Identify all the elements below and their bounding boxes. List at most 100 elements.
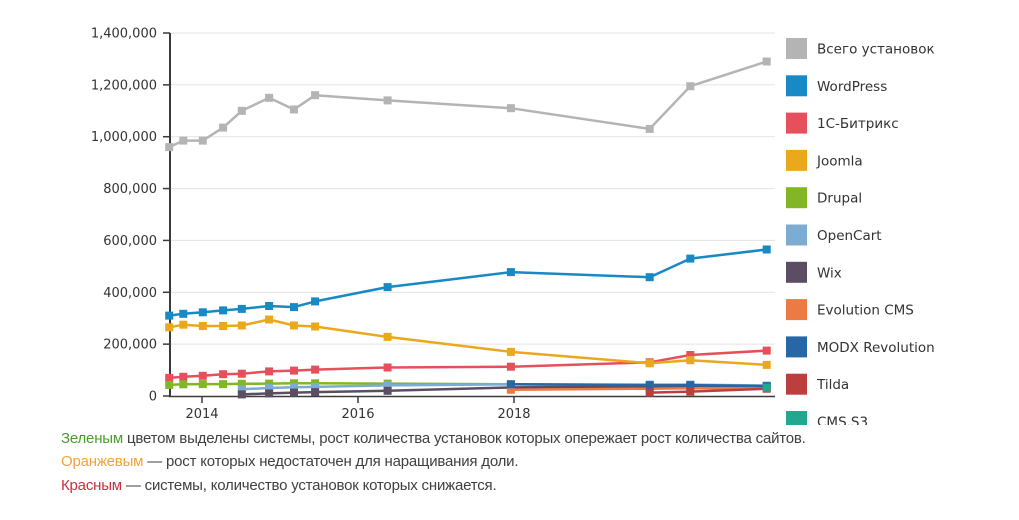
- note-line-green: Зеленым цветом выделены системы, рост ко…: [61, 427, 961, 450]
- data-point-marker: [506, 104, 515, 113]
- x-tick-label: 2016: [341, 407, 374, 422]
- data-point-marker: [383, 96, 392, 105]
- data-point-marker: [179, 320, 188, 329]
- data-point-marker: [762, 245, 771, 254]
- legend-item-joomla[interactable]: Joomla: [786, 149, 863, 171]
- data-point-marker: [219, 322, 228, 330]
- note-line-orange: Оранжевым — рост которых недостаточен дл…: [61, 450, 961, 473]
- data-point-marker: [179, 309, 188, 318]
- data-point-marker: [290, 388, 298, 397]
- legend-label-modx-revolution: MODX Revolution: [817, 340, 935, 356]
- series-всего-установок: [165, 57, 771, 152]
- series-line-modx-revolution: [510, 383, 767, 388]
- data-point-marker: [165, 311, 174, 320]
- note-highlight-green: Зеленым: [61, 430, 123, 447]
- note-text-red: — системы, количество установок которых …: [121, 476, 497, 494]
- note-text-orange: — рост которых недостаточен для наращива…: [143, 453, 519, 471]
- data-point-marker: [762, 346, 771, 355]
- legend-label-cms-s3: CMS.S3: [817, 415, 868, 426]
- y-tick-label: 400,000: [103, 286, 157, 301]
- legend-item-evolution-cms[interactable]: Evolution CMS: [786, 299, 914, 321]
- y-tick-label: 200,000: [103, 338, 157, 353]
- legend-swatch-wordpress: [786, 75, 807, 97]
- data-point-marker: [237, 106, 246, 115]
- data-point-marker: [237, 385, 246, 394]
- legend-item-opencart[interactable]: OpenCart: [786, 224, 882, 246]
- data-point-marker: [165, 380, 174, 389]
- data-point-marker: [198, 371, 207, 380]
- legend-swatch-1с-битрикс: [786, 112, 807, 134]
- data-point-marker: [265, 315, 274, 324]
- legend-item-wix[interactable]: Wix: [786, 261, 842, 283]
- data-point-marker: [506, 380, 515, 389]
- data-point-marker: [198, 308, 207, 317]
- data-point-marker: [198, 136, 207, 145]
- legend-swatch-всего-установок: [786, 38, 807, 59]
- series-joomla: [165, 315, 771, 369]
- data-point-marker: [237, 369, 246, 378]
- legend-item-tilda[interactable]: Tilda: [786, 373, 849, 395]
- legend-item-drupal[interactable]: Drupal: [786, 187, 862, 209]
- data-point-marker: [179, 372, 188, 381]
- series-line-wordpress: [169, 248, 767, 317]
- y-tick-label: 1,000,000: [91, 130, 157, 145]
- legend-label-opencart: OpenCart: [817, 228, 882, 244]
- data-point-marker: [265, 384, 274, 392]
- data-point-marker: [165, 323, 174, 332]
- data-point-marker: [506, 347, 515, 356]
- legend-item-1с-битрикс[interactable]: 1С-Битрикс: [786, 112, 899, 134]
- legend-swatch-modx-revolution: [786, 336, 807, 358]
- legend-label-drupal: Drupal: [817, 191, 862, 207]
- data-point-marker: [645, 124, 654, 133]
- y-tick-label: 600,000: [103, 234, 157, 249]
- data-point-marker: [311, 91, 320, 100]
- y-tick-label: 1,400,000: [91, 27, 157, 42]
- y-tick-label: 1,200,000: [91, 78, 157, 93]
- data-point-marker: [237, 390, 246, 399]
- legend-swatch-drupal: [786, 187, 807, 209]
- legend-item-cms-s3[interactable]: CMS.S3: [786, 411, 868, 425]
- legend-label-evolution-cms: Evolution CMS: [817, 303, 914, 319]
- data-point-marker: [762, 57, 771, 66]
- data-point-marker: [265, 389, 274, 398]
- legend-item-modx-revolution[interactable]: MODX Revolution: [786, 336, 935, 358]
- note-highlight-orange: Оранжевым: [61, 453, 144, 471]
- legend-label-1с-битрикс: 1С-Битрикс: [817, 116, 899, 132]
- data-point-marker: [645, 359, 654, 368]
- data-point-marker: [265, 93, 274, 102]
- data-point-marker: [290, 105, 298, 114]
- legend-swatch-opencart: [786, 224, 807, 246]
- chart: 0 200,000 400,000 600,000 800,000 1,000,000 1,…: [91, 27, 935, 425]
- data-point-marker: [645, 388, 654, 397]
- data-point-marker: [165, 143, 174, 152]
- data-point-marker: [265, 367, 274, 376]
- data-point-marker: [219, 306, 228, 315]
- data-point-marker: [198, 380, 207, 389]
- data-point-marker: [383, 332, 392, 341]
- data-point-marker: [179, 136, 188, 145]
- legend-item-всего-установок[interactable]: Всего установок: [786, 38, 935, 59]
- y-tick-label: 800,000: [103, 182, 157, 197]
- legend-item-wordpress[interactable]: WordPress: [786, 75, 887, 97]
- data-point-marker: [311, 297, 320, 306]
- series-line-всего-установок: [168, 60, 768, 149]
- data-point-marker: [686, 356, 695, 365]
- x-tick-label: 2014: [185, 407, 218, 422]
- data-point-marker: [645, 381, 654, 390]
- data-point-marker: [290, 303, 298, 312]
- data-point-marker: [383, 363, 392, 372]
- data-point-marker: [506, 268, 515, 277]
- series-line-1с-битрикс: [169, 349, 767, 380]
- legend: Всего установок WordPress 1С-Битрикс Joomla…: [786, 38, 935, 425]
- series-wordpress: [165, 245, 771, 320]
- data-point-marker: [311, 388, 320, 397]
- data-point-marker: [762, 383, 771, 392]
- data-point-marker: [506, 362, 515, 371]
- data-point-marker: [265, 302, 274, 310]
- legend-label-wix: Wix: [817, 265, 842, 281]
- legend-label-joomla: Joomla: [816, 153, 863, 169]
- data-point-marker: [179, 380, 188, 389]
- axes: 0 200,000 400,000 600,000 800,000 1,000,000 1,…: [91, 27, 775, 422]
- x-tick-label: 2018: [497, 407, 530, 422]
